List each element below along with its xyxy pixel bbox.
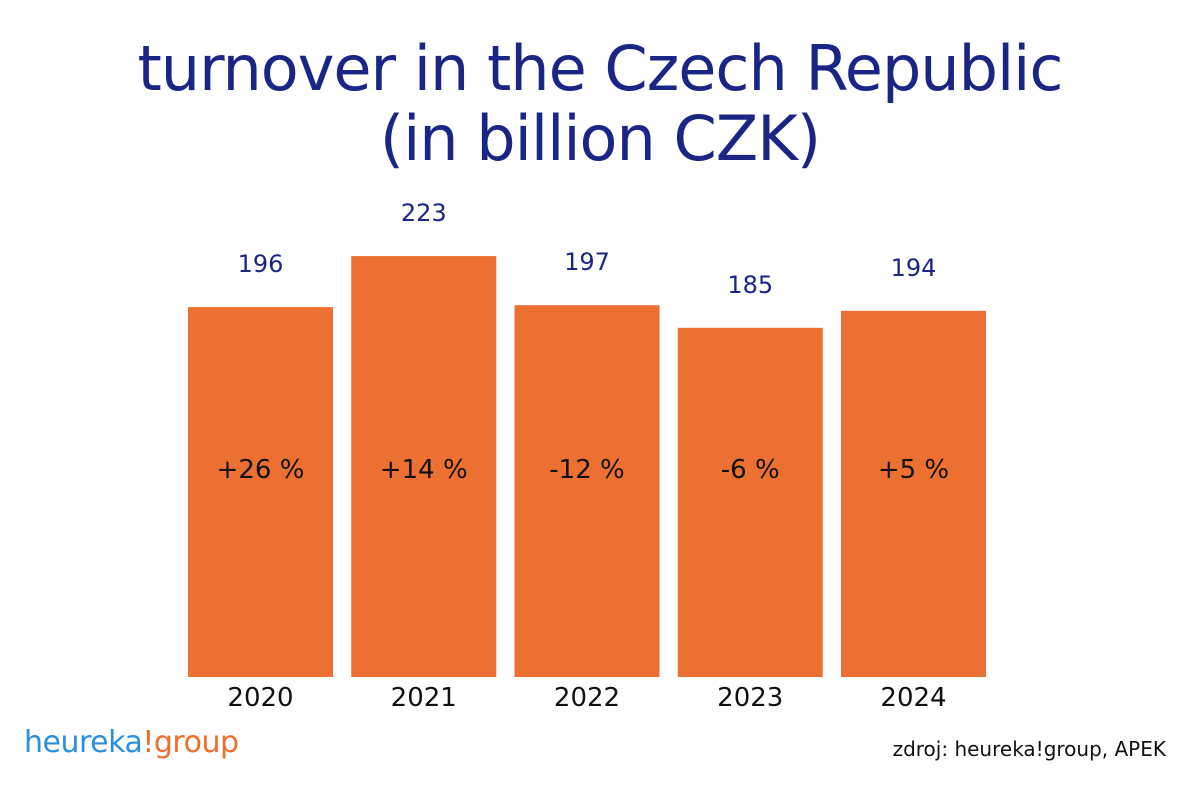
bar-2023 [677,327,823,677]
bar-2021 [351,256,497,677]
change-label: +26 % [217,455,305,485]
bar-2020 [188,307,333,677]
change-label: +14 % [380,455,468,485]
change-label: +5 % [878,455,949,485]
x-tick-label: 2021 [391,683,457,713]
source-note: zdroj: heureka!group, APEK [892,737,1166,761]
x-tick-label: 2023 [717,683,783,713]
value-label: 197 [564,248,610,276]
change-label: -6 % [721,455,780,485]
bar-2024 [841,310,986,677]
logo-text-accent: !group [142,725,239,760]
logo-text-primary: heureka [24,725,143,760]
value-label: 196 [238,250,284,278]
x-tick-label: 2020 [227,683,293,713]
chart-subtitle: (in billion CZK) [379,102,821,175]
x-tick-label: 2022 [554,683,620,713]
x-tick-label: 2024 [880,683,946,713]
value-label: 194 [891,254,937,282]
heureka-group-logo: heureka!group [24,728,239,758]
value-label: 223 [401,199,447,227]
bar-2022 [514,305,660,677]
change-label: -12 % [549,455,624,485]
value-label: 185 [727,271,773,299]
chart-title: turnover in the Czech Republic [137,32,1063,105]
